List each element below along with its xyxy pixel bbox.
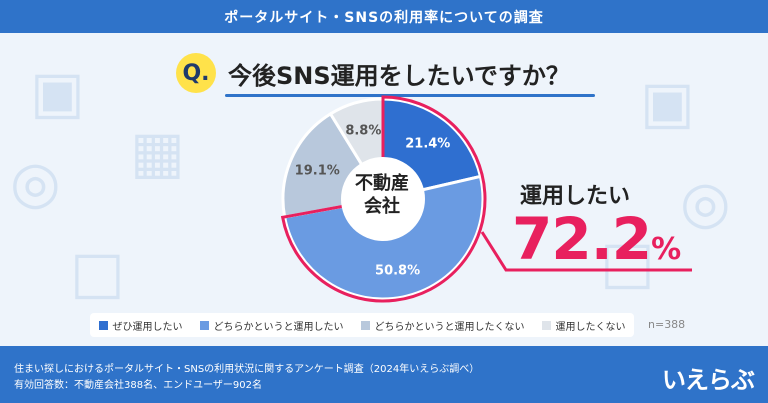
highlight-outline [280, 95, 487, 303]
sample-size: n=388 [648, 318, 686, 331]
legend-label: 運用したくない [555, 321, 626, 333]
slice-label: 50.8% [375, 264, 420, 279]
center-label-line1: 不動産 [355, 173, 409, 194]
question-underline [225, 94, 595, 97]
legend-swatch [360, 320, 370, 330]
slice-label: 8.8% [345, 124, 381, 139]
slice-label: 21.4% [405, 137, 450, 152]
building-icon: ▦ [130, 118, 185, 186]
globe-icon: ◎ [680, 168, 731, 236]
camera-icon: ▣ [640, 68, 695, 136]
highlight-label: 運用したい [520, 184, 631, 209]
legend-item: 運用したくない [541, 318, 626, 333]
legend-item: ぜひ運用したい [98, 318, 183, 333]
center-label: 不動産 会社 [332, 172, 432, 218]
legend-label: どちらかというと運用したい [213, 321, 344, 333]
legend-label: どちらかというと運用したくない [374, 321, 525, 333]
question: Q. 今後SNS運用をしたいですか？ [176, 52, 570, 94]
center-label-line2: 会社 [364, 196, 400, 217]
globe-icon: ◎ [10, 148, 61, 216]
legend-swatch [199, 320, 209, 330]
chat-icon: □ [70, 238, 125, 306]
brand-logo: いえらぶ [662, 366, 755, 394]
slice-label: 19.1% [295, 164, 340, 179]
camera-icon: ▣ [30, 58, 85, 126]
legend-swatch [98, 320, 108, 330]
header-title: ポータルサイト・SNSの利用率についての調査 [0, 0, 768, 33]
legend-item: どちらかというと運用したくない [360, 318, 525, 333]
highlight-leader-line [480, 231, 692, 272]
chat-icon: □ [600, 228, 655, 296]
highlight-unit: % [651, 232, 681, 267]
footer: 住まい探しにおけるポータルサイト・SNSの利用状況に関するアンケート調査（202… [0, 346, 768, 403]
highlight-number: 72.2 [512, 205, 652, 273]
highlight-value: 72.2% [512, 205, 681, 273]
footer-respondents: 有効回答数：不動産会社388名、エンドユーザー902名 [14, 380, 262, 391]
legend-swatch [541, 320, 551, 330]
legend: ぜひ運用したい どちらかというと運用したい どちらかというと運用したくない 運用… [90, 313, 634, 337]
question-badge: Q. [176, 53, 216, 93]
question-text: 今後SNS運用をしたいですか？ [228, 61, 570, 90]
footer-source: 住まい探しにおけるポータルサイト・SNSの利用状況に関するアンケート調査（202… [14, 364, 480, 375]
legend-label: ぜひ運用したい [112, 321, 183, 333]
donut-hole [341, 157, 425, 241]
legend-item: どちらかというと運用したい [199, 318, 344, 333]
